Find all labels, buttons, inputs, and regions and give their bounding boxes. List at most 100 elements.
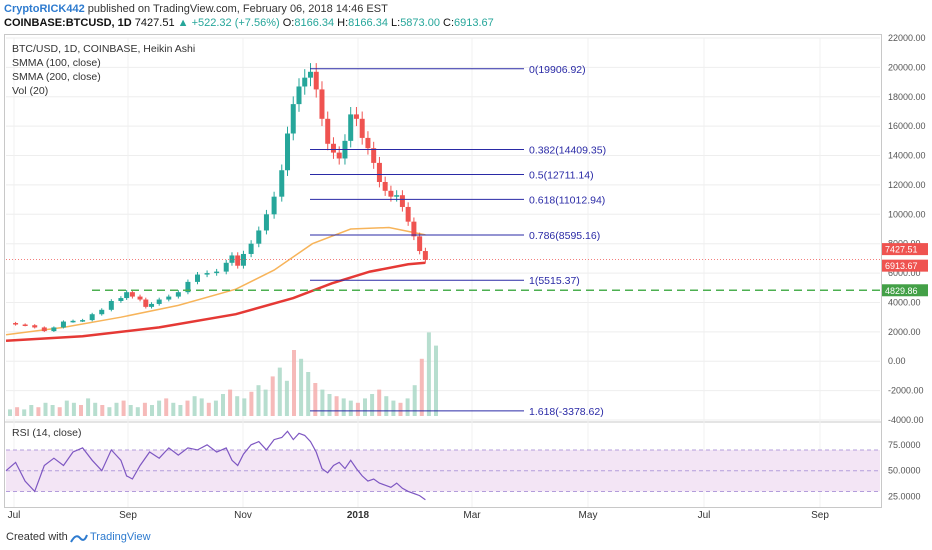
candle-body xyxy=(129,292,135,297)
candle-body xyxy=(32,325,38,328)
open-value: 8166.34 xyxy=(294,17,335,29)
price-tick-label: 2000.00 xyxy=(888,327,921,337)
candle-body xyxy=(285,133,291,171)
volume-bar xyxy=(178,405,183,416)
price-tick-label: 10000.00 xyxy=(888,209,926,219)
candle-body xyxy=(365,137,371,149)
volume-bar xyxy=(235,396,240,416)
time-tick-label: 2018 xyxy=(347,510,370,521)
high-label: H: xyxy=(337,17,349,29)
volume-bar xyxy=(121,400,126,416)
candle-body xyxy=(195,274,200,282)
candle-body xyxy=(185,281,191,293)
time-tick-label: Sep xyxy=(119,510,137,521)
symbol-name: COINBASE:BTCUSD, 1D xyxy=(4,17,132,29)
close-price-tag: 6913.67 xyxy=(885,261,918,271)
volume-bar xyxy=(242,398,247,416)
rsi-path xyxy=(5,430,426,501)
volume-bar xyxy=(206,402,211,416)
rsi-band xyxy=(6,449,880,492)
last-price: 7427.51 xyxy=(134,17,175,29)
volume-bar xyxy=(157,400,162,416)
volume-bar xyxy=(256,385,261,416)
price-tick-label: 0.00 xyxy=(888,356,906,366)
volume-bar xyxy=(114,402,119,416)
price-change: +522.32 (+7.56%) xyxy=(191,17,280,29)
candle-body xyxy=(290,104,296,134)
candle-body xyxy=(156,299,162,304)
candle-body xyxy=(411,221,417,237)
volume-bar xyxy=(86,398,91,416)
volume-bar xyxy=(277,367,282,416)
candle-body xyxy=(124,292,130,299)
candle-body xyxy=(348,114,354,141)
candle-body xyxy=(313,71,319,90)
rsi-tick-label: 50.0000 xyxy=(888,466,921,476)
volume-bar xyxy=(192,396,197,416)
price-tick-label: 20000.00 xyxy=(888,62,926,72)
tradingview-brand-link[interactable]: TradingView xyxy=(90,531,151,543)
axes: 22000.00 20000.00 18000.00 16000.00 14000.00… xyxy=(8,33,928,521)
candle-body xyxy=(13,323,19,325)
volume-bar xyxy=(426,332,431,416)
publish-line: CryptoRICK442 published on TradingView.c… xyxy=(4,3,388,15)
smma200-line xyxy=(5,261,426,342)
last-price-tag: 7427.51 xyxy=(885,245,918,255)
candle-body xyxy=(417,236,423,252)
volume-bar xyxy=(249,391,254,416)
close-label: C: xyxy=(443,17,455,29)
price-tick-label: 12000.00 xyxy=(888,180,926,190)
volume-bar xyxy=(171,402,176,416)
chart-legend: BTC/USD, 1D, COINBASE, Heikin Ashi SMMA … xyxy=(12,42,195,98)
volume-bar xyxy=(313,383,318,416)
fib-level-label: 0.786(8595.16) xyxy=(529,230,600,242)
volume-bar xyxy=(71,402,76,416)
candle-body xyxy=(70,320,76,323)
candle-body xyxy=(166,296,172,300)
candle-body xyxy=(319,89,325,119)
time-tick-label: Mar xyxy=(463,510,481,521)
candle-body xyxy=(353,114,359,119)
volume-bar xyxy=(398,402,403,416)
candle-body xyxy=(376,162,382,182)
rsi-line xyxy=(5,430,426,501)
fib-level-label: 1.618(-3378.62) xyxy=(529,406,604,418)
price-tick-label: 14000.00 xyxy=(888,151,926,161)
candle-body xyxy=(51,327,57,332)
rsi-legend: RSI (14, close) xyxy=(12,427,82,439)
volume-bar xyxy=(64,400,69,416)
close-price-tag-bg xyxy=(882,259,928,272)
price-tick-label: 6000.00 xyxy=(888,268,921,278)
candle-body xyxy=(223,262,229,272)
close-value: 6913.67 xyxy=(454,17,494,29)
candle-body xyxy=(256,230,262,244)
candle-body xyxy=(89,314,95,321)
legend-smma200: SMMA (200, close) xyxy=(12,71,101,83)
candle-body xyxy=(399,195,405,207)
candle-body xyxy=(263,214,269,231)
volume-bar xyxy=(164,398,169,416)
candle-body xyxy=(80,320,86,322)
volume-bar xyxy=(384,396,389,416)
volume-bar xyxy=(221,394,225,416)
volume-bars xyxy=(8,332,438,416)
volume-bar xyxy=(292,350,296,416)
tradingview-logo-icon[interactable] xyxy=(70,531,88,549)
candle-body xyxy=(118,298,124,301)
footer: Created with TradingView xyxy=(0,524,932,550)
volume-bar xyxy=(213,400,218,416)
volume-bar xyxy=(284,380,289,416)
volume-bar xyxy=(391,400,396,416)
volume-bar xyxy=(57,407,62,416)
candle-body xyxy=(235,255,241,266)
price-candles xyxy=(13,63,428,333)
volume-bar xyxy=(36,407,41,416)
volume-bar xyxy=(327,394,332,416)
author-link[interactable]: CryptoRICK442 xyxy=(4,3,85,15)
chart-frame[interactable] xyxy=(4,34,882,508)
candle-body xyxy=(371,148,377,163)
fibonacci-retracement: 0(19906.92) 0.382(14409.35) 0.5(12711.14) 0… xyxy=(6,64,880,418)
price-tick-label: 4000.00 xyxy=(888,297,921,307)
candle-body xyxy=(60,321,66,328)
